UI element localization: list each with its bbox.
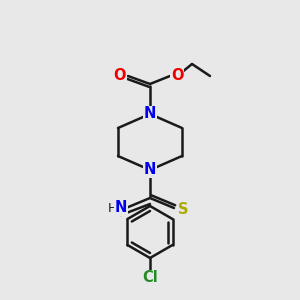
Text: N: N xyxy=(144,106,156,122)
Text: N: N xyxy=(144,163,156,178)
Text: H: H xyxy=(107,202,117,214)
Text: S: S xyxy=(178,202,188,217)
Text: Cl: Cl xyxy=(142,271,158,286)
Text: O: O xyxy=(114,68,126,82)
Text: O: O xyxy=(171,68,183,82)
Text: N: N xyxy=(115,200,127,215)
